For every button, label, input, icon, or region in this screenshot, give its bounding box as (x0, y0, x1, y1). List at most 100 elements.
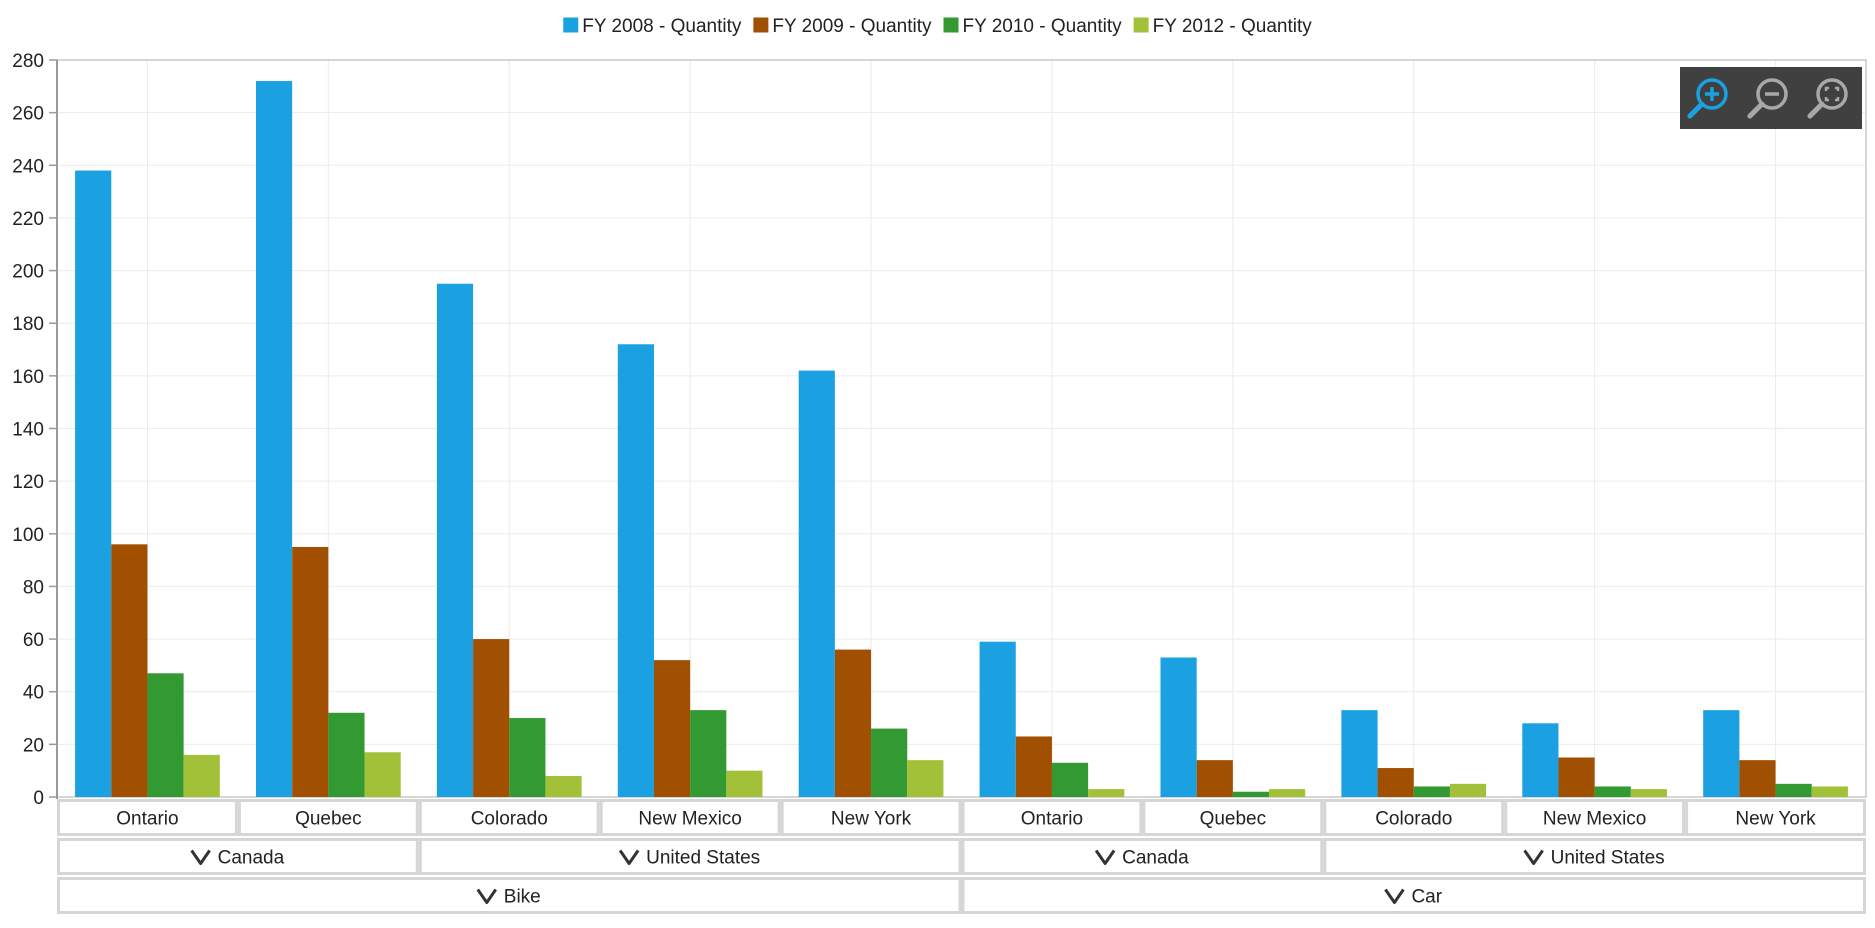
bar[interactable] (1775, 783, 1812, 797)
y-tick-label: 120 (12, 472, 44, 493)
bar[interactable] (1594, 786, 1631, 797)
y-tick-label: 180 (12, 314, 44, 335)
chevron-down-icon[interactable] (618, 849, 640, 865)
zoom-toolbar[interactable] (1680, 67, 1862, 129)
bar[interactable] (147, 673, 184, 797)
product-group-label: Bike (504, 887, 541, 908)
bar[interactable] (545, 775, 582, 797)
category-label: New Mexico (638, 809, 741, 830)
region-group-cell[interactable] (418, 838, 962, 875)
zoom-in-icon[interactable] (1687, 78, 1728, 119)
y-tick-label: 100 (12, 525, 44, 546)
bar[interactable] (907, 760, 944, 797)
region-group-label: United States (646, 848, 760, 869)
bar[interactable] (75, 170, 112, 798)
y-axis: 0 20 40 60 80 100 120 140 160 180 200 220 240 260 280 (12, 51, 58, 809)
category-label: Colorado (471, 809, 548, 830)
bar[interactable] (328, 712, 365, 797)
y-tick-label: 80 (23, 577, 44, 598)
bar[interactable] (1811, 786, 1848, 797)
bars (75, 81, 1848, 798)
region-group-cell[interactable] (961, 838, 1324, 875)
category-cell (418, 799, 600, 836)
category-label: Quebec (295, 809, 362, 830)
bar[interactable] (1015, 736, 1052, 797)
region-group-label: United States (1551, 848, 1665, 869)
bar[interactable] (1051, 762, 1089, 797)
legend-swatch (753, 17, 769, 33)
y-tick-label: 160 (12, 367, 44, 388)
y-tick-label: 200 (12, 262, 44, 283)
zoom-reset-icon[interactable] (1807, 78, 1848, 119)
bar[interactable] (871, 728, 908, 797)
y-tick-label: 60 (23, 630, 44, 651)
category-label: Quebec (1200, 809, 1267, 830)
bar[interactable] (1449, 783, 1487, 797)
bar[interactable] (509, 718, 546, 797)
bar[interactable] (1703, 710, 1740, 797)
bar[interactable] (726, 770, 763, 797)
region-group-label: Canada (1122, 848, 1189, 869)
chevron-down-icon[interactable] (190, 849, 211, 865)
legend-label: FY 2012 - Quantity (1153, 16, 1313, 37)
bar[interactable] (1522, 723, 1559, 797)
legend-swatch (563, 17, 579, 33)
bar[interactable] (473, 639, 510, 797)
bar[interactable] (690, 710, 727, 797)
bar[interactable] (1377, 768, 1414, 797)
category-cell (599, 799, 781, 836)
product-group-label: Car (1411, 887, 1442, 908)
region-group-cell[interactable] (57, 838, 419, 875)
bar[interactable] (364, 752, 401, 797)
bar[interactable] (979, 641, 1016, 797)
y-tick-label: 260 (12, 104, 44, 125)
bar[interactable] (1739, 760, 1776, 797)
chevron-down-icon[interactable] (1523, 849, 1544, 865)
bar[interactable] (1269, 789, 1306, 797)
category-cell (961, 799, 1143, 836)
bar[interactable] (653, 660, 691, 797)
chevron-down-icon[interactable] (476, 888, 497, 904)
bar[interactable] (1232, 791, 1270, 797)
y-tick-label: 0 (33, 788, 44, 809)
bar[interactable] (1341, 710, 1378, 797)
category-cell (57, 799, 238, 836)
bar[interactable] (834, 649, 872, 797)
y-tick-label: 20 (23, 735, 44, 756)
category-cell (780, 799, 962, 836)
y-tick-label: 220 (12, 209, 44, 230)
bar[interactable] (1558, 757, 1595, 797)
bar[interactable] (798, 370, 835, 797)
bar[interactable] (617, 344, 654, 797)
y-tick-label: 280 (12, 51, 44, 72)
grid (56, 59, 1867, 798)
y-tick-label: 240 (12, 156, 44, 177)
chevron-down-icon[interactable] (1384, 888, 1405, 904)
y-tick-label: 140 (12, 420, 44, 441)
category-cell (237, 799, 419, 836)
y-tick-label: 40 (23, 683, 44, 704)
product-group-cell[interactable] (961, 877, 1866, 914)
bar[interactable] (1160, 657, 1197, 797)
product-group-cell[interactable] (57, 877, 962, 914)
bar[interactable] (292, 546, 329, 797)
bar[interactable] (1413, 786, 1450, 797)
chevron-down-icon[interactable] (1094, 849, 1116, 865)
region-group-cell[interactable] (1323, 838, 1867, 875)
bar[interactable] (255, 81, 293, 798)
bar[interactable] (1196, 760, 1233, 797)
category-label: New Mexico (1543, 809, 1646, 830)
category-cell (1504, 799, 1686, 836)
zoom-toolbar-background (1680, 67, 1862, 129)
legend: FY 2008 - Quantity FY 2009 - Quantity FY 2… (563, 16, 1312, 37)
bar[interactable] (1088, 789, 1125, 797)
bar[interactable] (436, 283, 474, 797)
legend-swatch (943, 17, 959, 33)
bar[interactable] (1630, 789, 1668, 797)
bar[interactable] (111, 544, 148, 797)
zoom-out-icon[interactable] (1747, 78, 1788, 119)
bar[interactable] (183, 754, 220, 797)
category-label: Ontario (116, 809, 178, 830)
